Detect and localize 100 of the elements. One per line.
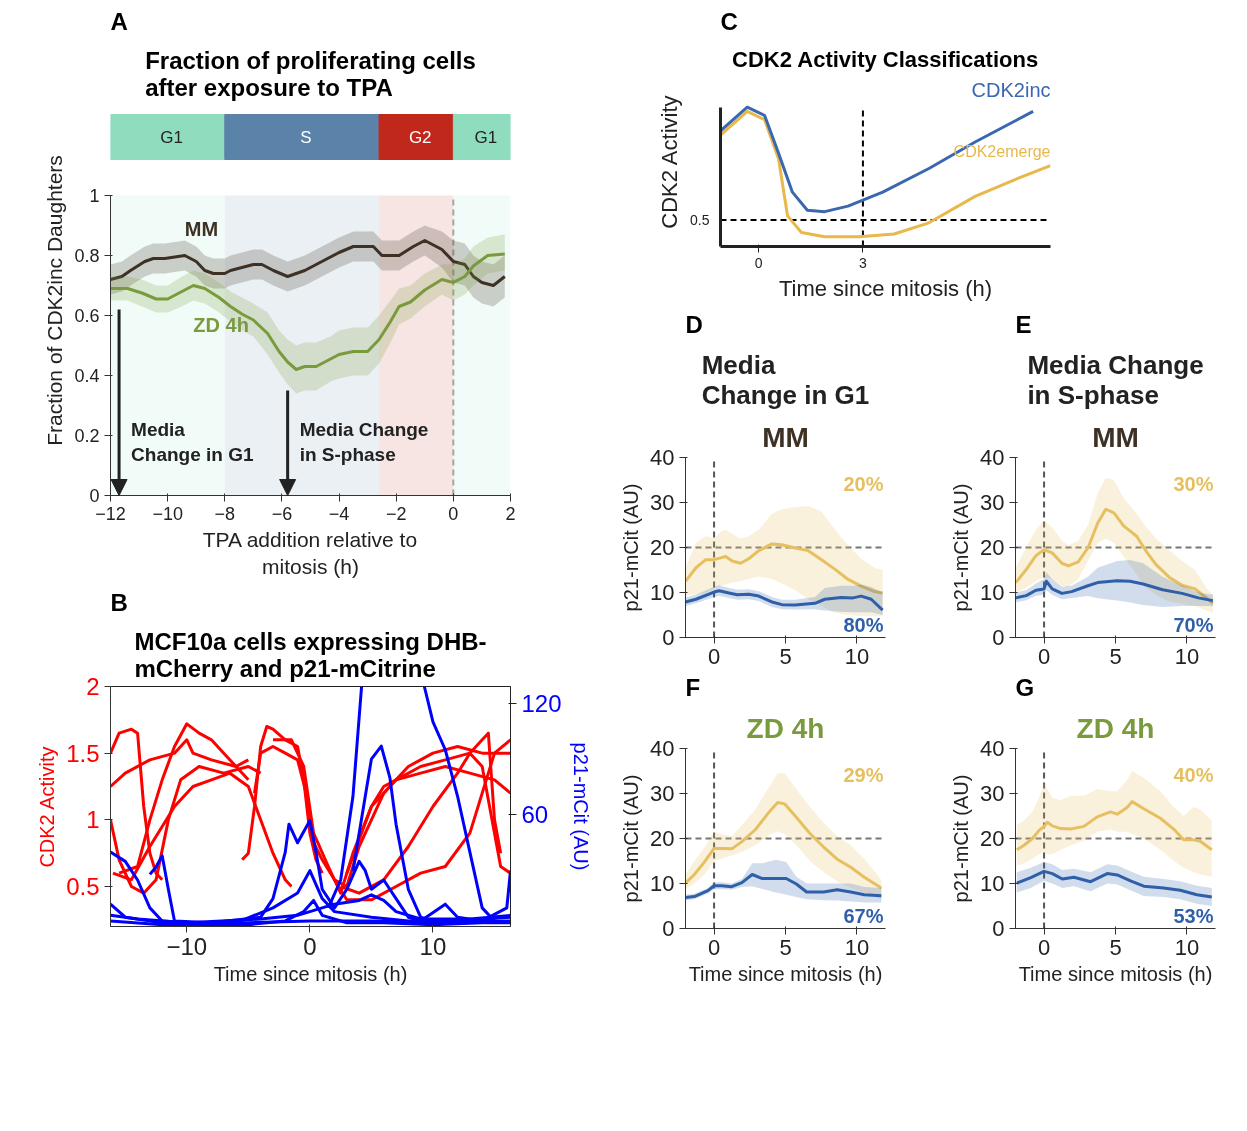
y-tick-label: 0: [662, 916, 675, 941]
y-tick-label: 30: [650, 490, 675, 515]
text: D: [685, 310, 703, 338]
y2-axis-title: p21-mCit (AU): [569, 742, 592, 871]
text: 29%: [843, 764, 884, 787]
y-tick-label: 0: [992, 916, 1005, 941]
annotation: Media Change in S-phase: [299, 419, 429, 466]
y-tick-label: 0: [662, 625, 675, 650]
chart-title: CDK2 Activity Classifications: [732, 46, 1039, 72]
x-tick-label: 10: [844, 643, 870, 669]
x-tick-label: −4: [328, 503, 350, 524]
text: 20%: [843, 473, 884, 496]
y-tick-label: 2: [86, 673, 100, 700]
y-axis-title: p21-mCit (AU): [950, 483, 973, 612]
x-tick-label: 0: [1037, 934, 1051, 960]
text: G: [1015, 673, 1035, 701]
y-tick-label: 1.5: [66, 739, 100, 767]
chart-subtitle: Media Change in S-phase: [1027, 349, 1204, 410]
x-axis-title: Time since mitosis (h): [688, 962, 883, 985]
y-tick-label: 0.2: [74, 426, 100, 446]
series-label: MM: [184, 217, 219, 240]
text: A: [110, 7, 128, 35]
x-tick-label: 3: [859, 254, 868, 271]
y-axis-title: CDK2 Activity: [657, 95, 683, 229]
y-tick-label: 0.6: [74, 306, 100, 326]
chart-title: MM: [1092, 421, 1139, 453]
chart-subtitle: Media Change in G1: [701, 349, 870, 410]
x-tick-label: 0: [303, 932, 317, 960]
band-label: G1: [474, 127, 498, 147]
series-label: 53%: [1173, 904, 1214, 927]
x-tick-label: 10: [1174, 643, 1200, 669]
series-label: 80%: [843, 613, 884, 636]
series-label: 70%: [1173, 613, 1214, 636]
series-label: 40%: [1173, 764, 1214, 787]
y-tick-label: 30: [980, 490, 1005, 515]
y-tick-label: 10: [980, 871, 1005, 896]
band-label: G2: [408, 127, 432, 147]
x-tick-label: 0: [448, 503, 459, 524]
y-tick-label: 10: [980, 580, 1005, 605]
chart-title: MM: [762, 421, 809, 453]
text: F: [685, 673, 701, 701]
x-tick-label: −10: [152, 503, 183, 524]
y-axis-title: p21-mCit (AU): [620, 774, 643, 903]
x-axis-title: Time since mitosis (h): [1018, 962, 1213, 985]
series-label: CDK2inc: [971, 79, 1051, 102]
x-tick-label: 0: [1037, 643, 1051, 669]
y-tick-label: 40: [980, 445, 1005, 470]
series-label: CDK2emerge: [953, 142, 1051, 160]
x-axis-title: Time since mitosis (h): [213, 962, 408, 985]
x-tick-label: 5: [779, 643, 792, 669]
x-tick-label: 2: [505, 503, 516, 524]
y-tick-label: 0.5: [66, 873, 100, 900]
y-tick-label: 0.8: [74, 246, 100, 266]
x-tick-label: −6: [271, 503, 293, 524]
chart-title: ZD 4h: [746, 712, 825, 744]
series-label: ZD 4h: [193, 313, 249, 336]
y-tick-label: 0: [89, 486, 100, 506]
y-tick-label: 1: [89, 186, 100, 206]
chart-title: MCF10a cells expressing DHB- mCherry and p21-mCitrine: [134, 627, 487, 682]
x-tick-label: 5: [1109, 934, 1122, 960]
y-axis-title: p21-mCit (AU): [950, 774, 973, 903]
y-tick-label: 40: [980, 736, 1005, 761]
text: 0.5: [690, 212, 710, 229]
band-label: G1: [160, 127, 183, 147]
y-tick-label: 20: [980, 826, 1005, 851]
x-axis-title: TPA addition relative to mitosis (h): [202, 527, 418, 579]
y-tick-label: 40: [650, 736, 675, 761]
x-axis-title: Time since mitosis (h): [778, 275, 993, 301]
annotation: Media Change in G1: [131, 419, 254, 466]
text: C: [720, 7, 738, 35]
y-tick-label: 0: [992, 625, 1005, 650]
y-axis-title: Fraction of CDK2inc Daughters: [43, 155, 67, 446]
y-tick-label: 40: [650, 445, 675, 470]
y2-tick-label: 60: [521, 801, 549, 829]
y-axis-title: p21-mCit (AU): [620, 483, 643, 612]
x-tick-label: 10: [419, 932, 447, 960]
x-tick-label: 10: [1174, 934, 1200, 960]
y-tick-label: 10: [650, 871, 675, 896]
x-tick-label: 5: [1109, 643, 1122, 669]
y-axis-title: CDK2 Activity: [36, 746, 59, 868]
chart-title: Fraction of proliferating cells after exposure to TPA: [145, 46, 476, 101]
y-tick-label: 10: [650, 580, 675, 605]
y-tick-label: 20: [650, 535, 675, 560]
text: B: [110, 588, 128, 616]
x-tick-label: −12: [95, 503, 126, 524]
x-tick-label: −8: [214, 503, 236, 524]
text: E: [1015, 310, 1032, 338]
series-label: 67%: [843, 904, 884, 927]
y-tick-label: 30: [980, 781, 1005, 806]
y-tick-label: 30: [650, 781, 675, 806]
y2-tick-label: 120: [521, 689, 562, 717]
y-tick-label: 0.4: [74, 366, 100, 386]
y-tick-label: 20: [650, 826, 675, 851]
text: 30%: [1173, 473, 1214, 496]
x-tick-label: −2: [385, 503, 407, 524]
chart-title: ZD 4h: [1076, 712, 1155, 744]
y-tick-label: 1: [86, 806, 100, 834]
y-tick-label: 20: [980, 535, 1005, 560]
band-label: S: [300, 127, 312, 147]
x-tick-label: 0: [707, 934, 721, 960]
